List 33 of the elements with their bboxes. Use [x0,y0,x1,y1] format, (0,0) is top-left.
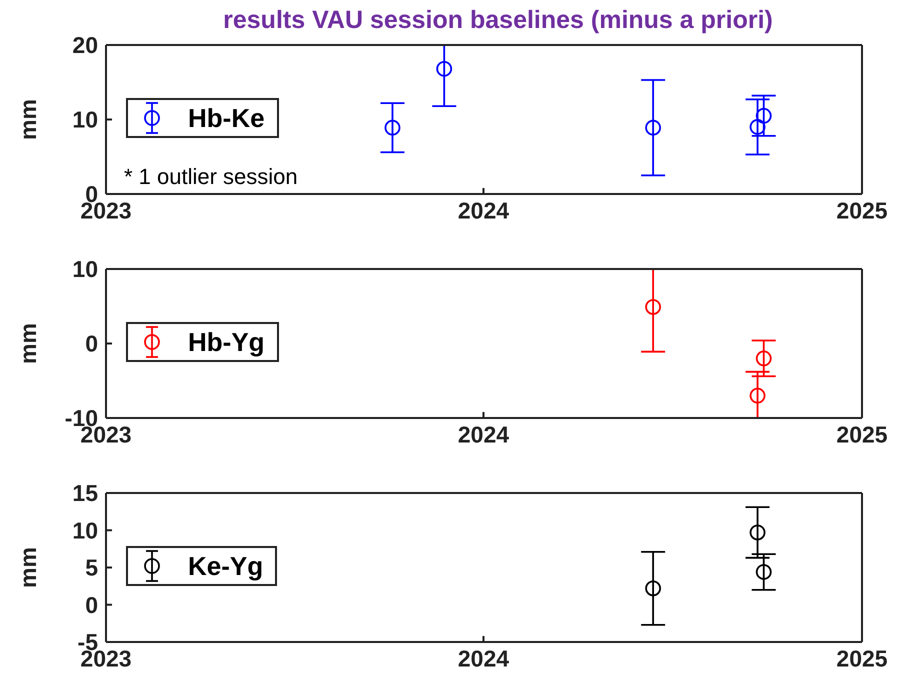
x-tick-label: 2025 [836,197,888,224]
y-tick-label: 10 [72,256,98,282]
legend-label: Hb-Yg [188,326,265,358]
y-axis-title: mm [15,323,42,364]
point [645,299,661,315]
y-axis-title: mm [15,547,42,588]
y-tick-label: 5 [85,554,98,581]
point [750,524,766,540]
y-tick-label: 10 [72,517,98,544]
x-tick-label: 2024 [458,197,510,224]
point [436,60,452,77]
x-tick-label: 2025 [836,645,888,672]
point [756,564,772,580]
point [750,388,766,404]
point [645,580,661,596]
point [750,119,766,135]
annotation: * 1 outlier session [124,164,298,190]
point [384,120,400,136]
point [645,120,661,136]
chart-title: results VAU session baselines (minus a priori) [222,6,774,34]
x-tick-label: 2025 [836,421,888,448]
point [756,108,772,124]
y-tick-label: 15 [72,480,98,506]
point [756,350,772,366]
x-tick-label: 2024 [458,645,510,672]
x-tick-label: 2024 [458,421,510,448]
legend-label: Ke-Yg [188,550,264,582]
legend-label: Hb-Ke [188,102,265,134]
y-tick-label: 0 [85,592,98,618]
y-tick-label: 0 [85,330,98,357]
y-tick-label: 10 [72,106,98,133]
y-tick-label: 20 [72,32,98,58]
y-axis-title: mm [15,99,42,140]
